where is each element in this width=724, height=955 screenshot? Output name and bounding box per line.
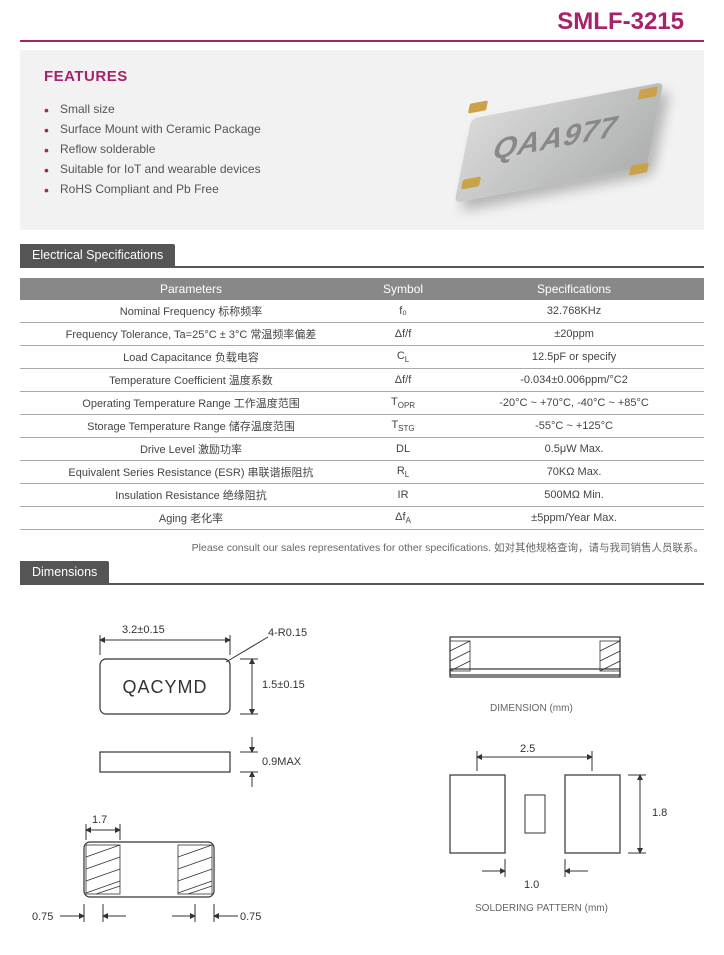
dim-height: 0.9MAX	[262, 756, 301, 768]
dim-pad-length: 1.7	[92, 814, 107, 826]
spec-th-symbol: Symbol	[362, 278, 444, 300]
dimension-sideview	[420, 607, 680, 707]
chip-render: QAA977	[434, 80, 674, 210]
dimensions-area: QACYMD 3.2±0.15 4-R0.15 1.5±0.15 0.9MAX	[20, 595, 704, 955]
features-panel: FEATURES Small size Surface Mount with C…	[20, 50, 704, 230]
table-row: Temperature Coefficient 温度系数Δf/f-0.034±0…	[20, 369, 704, 392]
spec-table: Parameters Symbol Specifications Nominal…	[20, 278, 704, 530]
table-row: Load Capacitance 负载电容CL12.5pF or specify	[20, 346, 704, 369]
dimension-topview: QACYMD	[40, 607, 360, 807]
table-row: Operating Temperature Range 工作温度范围TOPR-2…	[20, 392, 704, 415]
dim-sp-gap: 1.0	[524, 879, 539, 891]
table-row: Insulation Resistance 绝缘阻抗IR500MΩ Min.	[20, 484, 704, 507]
table-row: Aging 老化率ΔfA±5ppm/Year Max.	[20, 507, 704, 530]
table-row: Frequency Tolerance, Ta=25°C ± 3°C 常温频率偏…	[20, 323, 704, 346]
dim-sp-length: 2.5	[520, 743, 535, 755]
table-row: Equivalent Series Resistance (ESR) 串联谐振阻…	[20, 461, 704, 484]
dimensions-title: Dimensions	[20, 561, 109, 583]
dim-pad-offset-l: 0.75	[32, 911, 53, 923]
svg-text:QACYMD: QACYMD	[122, 677, 207, 697]
dim-sp-width: 1.8	[652, 807, 667, 819]
spec-th-spec: Specifications	[444, 278, 704, 300]
soldering-pattern	[420, 737, 680, 917]
dim-length: 3.2±0.15	[122, 624, 165, 636]
spec-th-param: Parameters	[20, 278, 362, 300]
caption-dimension: DIMENSION (mm)	[490, 703, 573, 714]
product-title: SMLF-3215	[20, 0, 704, 42]
caption-soldering: SOLDERING PATTERN (mm)	[475, 903, 608, 914]
dim-width: 1.5±0.15	[262, 679, 305, 691]
dim-pad-offset-r: 0.75	[240, 911, 261, 923]
consult-note: Please consult our sales representatives…	[20, 540, 704, 555]
table-row: Drive Level 激励功率DL0.5μW Max.	[20, 438, 704, 461]
table-row: Storage Temperature Range 储存温度范围TSTG-55°…	[20, 415, 704, 438]
table-row: Nominal Frequency 标称频率f₀32.768KHz	[20, 300, 704, 323]
dimension-bottomview	[40, 812, 360, 952]
dim-corner: 4-R0.15	[268, 627, 307, 639]
spec-section-title: Electrical Specifications	[20, 244, 175, 266]
